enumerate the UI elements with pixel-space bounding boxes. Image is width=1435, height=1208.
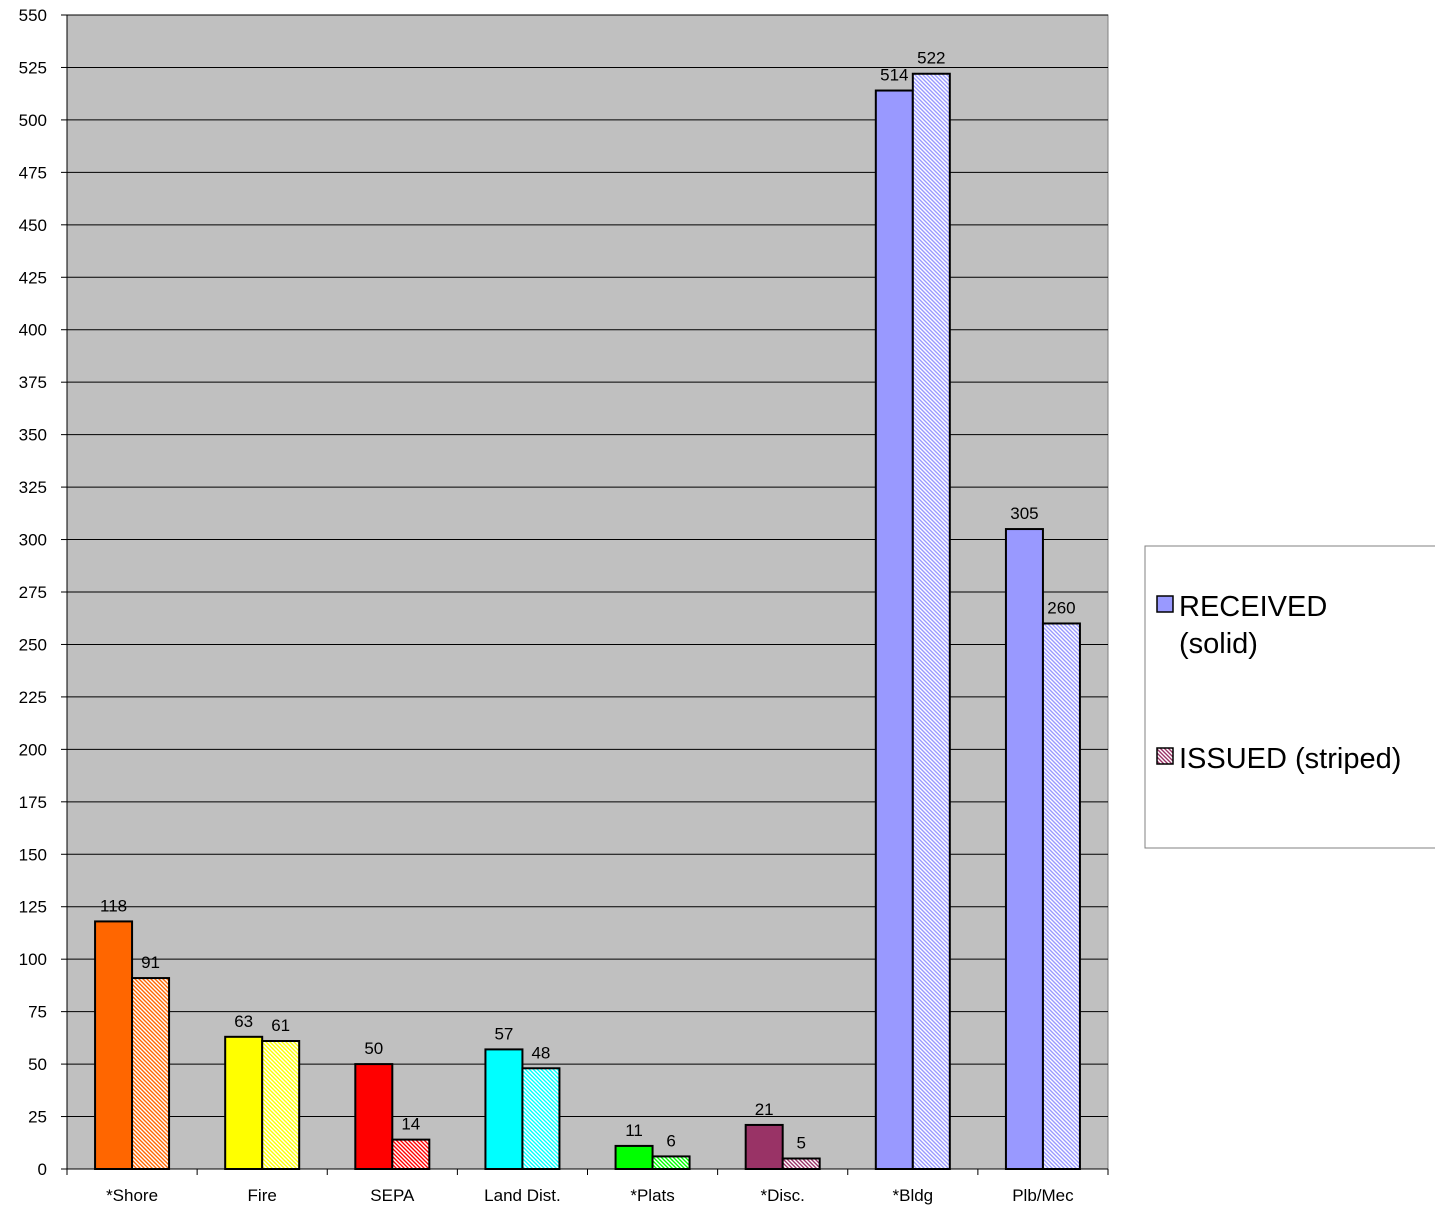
y-tick-label: 125: [19, 898, 47, 917]
legend-label: RECEIVED: [1179, 591, 1327, 623]
y-tick-label: 500: [19, 111, 47, 130]
received-value-label-0: 118: [100, 896, 127, 915]
data-labels: 118 91 63 61 50 14 57 48 11 6 21 5 514 522 305 260: [100, 49, 1076, 1153]
received-value-label-7: 305: [1010, 504, 1038, 523]
issued-bar-5: [781, 1157, 821, 1170]
y-tick-label: 200: [19, 740, 47, 759]
y-tick-label: 50: [28, 1055, 47, 1074]
y-tick-label: 300: [19, 531, 47, 550]
y-tick-label: 425: [19, 268, 47, 287]
received-value-label-3: 57: [494, 1024, 513, 1043]
y-axis-ticks: 0 25 50 75 100 125 150 175 200 225 250 275 300 325 350…: [19, 6, 67, 1179]
issued-value-label-0: 91: [141, 953, 160, 972]
y-tick-label: 175: [19, 793, 47, 812]
y-tick-label: 475: [19, 163, 47, 182]
issued-value-label-5: 5: [796, 1134, 805, 1153]
x-tick-label: Plb/Mec: [1012, 1186, 1074, 1205]
issued-bar-7: [1041, 622, 1081, 1170]
y-tick-label: 400: [19, 321, 47, 340]
legend-box: [1144, 545, 1435, 849]
issued-bar-6: [911, 72, 951, 1170]
y-tick-label: 75: [28, 1003, 47, 1022]
y-tick-label: 450: [19, 216, 47, 235]
received-bar-1: [224, 1035, 264, 1171]
bars: [94, 72, 1081, 1171]
received-value-label-2: 50: [364, 1039, 383, 1058]
issued-bar-3: [521, 1067, 561, 1170]
received-bar-6: [874, 89, 914, 1170]
issued-bar-4: [651, 1155, 691, 1170]
legend: RECEIVED (solid) ISSUED (striped): [1144, 545, 1435, 849]
received-value-label-4: 11: [625, 1121, 643, 1140]
issued-value-label-7: 260: [1047, 598, 1075, 617]
x-tick-label: SEPA: [370, 1186, 415, 1205]
received-bar-7: [1004, 528, 1044, 1170]
y-tick-label: 275: [19, 583, 47, 602]
issued-value-label-3: 48: [531, 1043, 550, 1062]
y-tick-label: 350: [19, 426, 47, 445]
received-value-label-1: 63: [234, 1012, 253, 1031]
x-tick-label: *Shore: [106, 1186, 158, 1205]
issued-value-label-1: 61: [271, 1016, 290, 1035]
received-value-label-5: 21: [755, 1100, 774, 1119]
y-tick-label: 550: [19, 6, 47, 25]
y-tick-label: 525: [19, 58, 47, 77]
received-bar-0: [94, 920, 134, 1170]
issued-bar-0: [131, 977, 171, 1170]
y-tick-label: 375: [19, 373, 47, 392]
received-value-label-6: 514: [880, 66, 908, 85]
issued-bar-1: [261, 1040, 301, 1170]
x-tick-label: *Disc.: [760, 1186, 804, 1205]
issued-value-label-2: 14: [401, 1115, 420, 1134]
received-bar-3: [484, 1048, 524, 1171]
y-tick-label: 325: [19, 478, 47, 497]
issued-value-label-4: 6: [666, 1131, 675, 1150]
received-bar-4: [614, 1144, 654, 1171]
x-tick-label: *Bldg: [892, 1186, 933, 1205]
y-tick-label: 0: [38, 1160, 47, 1179]
y-tick-label: 100: [19, 950, 47, 969]
x-tick-label: Fire: [248, 1186, 277, 1205]
x-axis-ticks: *Shore Fire SEPA Land Dist. *Plats *Disc. *Bld…: [66, 1169, 1109, 1205]
y-tick-label: 150: [19, 845, 47, 864]
legend-swatch-solid: [1156, 595, 1174, 613]
y-tick-label: 225: [19, 688, 47, 707]
issued-value-label-6: 522: [917, 49, 945, 68]
x-tick-label: Land Dist.: [484, 1186, 561, 1205]
legend-swatch-striped: [1156, 747, 1174, 765]
received-bar-5: [744, 1123, 784, 1171]
legend-label: (solid): [1179, 628, 1258, 660]
legend-label: ISSUED (striped): [1179, 743, 1401, 775]
y-tick-label: 25: [28, 1108, 47, 1127]
x-tick-label: *Plats: [630, 1186, 674, 1205]
issued-bar-2: [391, 1138, 431, 1171]
received-bar-2: [354, 1063, 394, 1171]
y-tick-label: 250: [19, 635, 47, 654]
